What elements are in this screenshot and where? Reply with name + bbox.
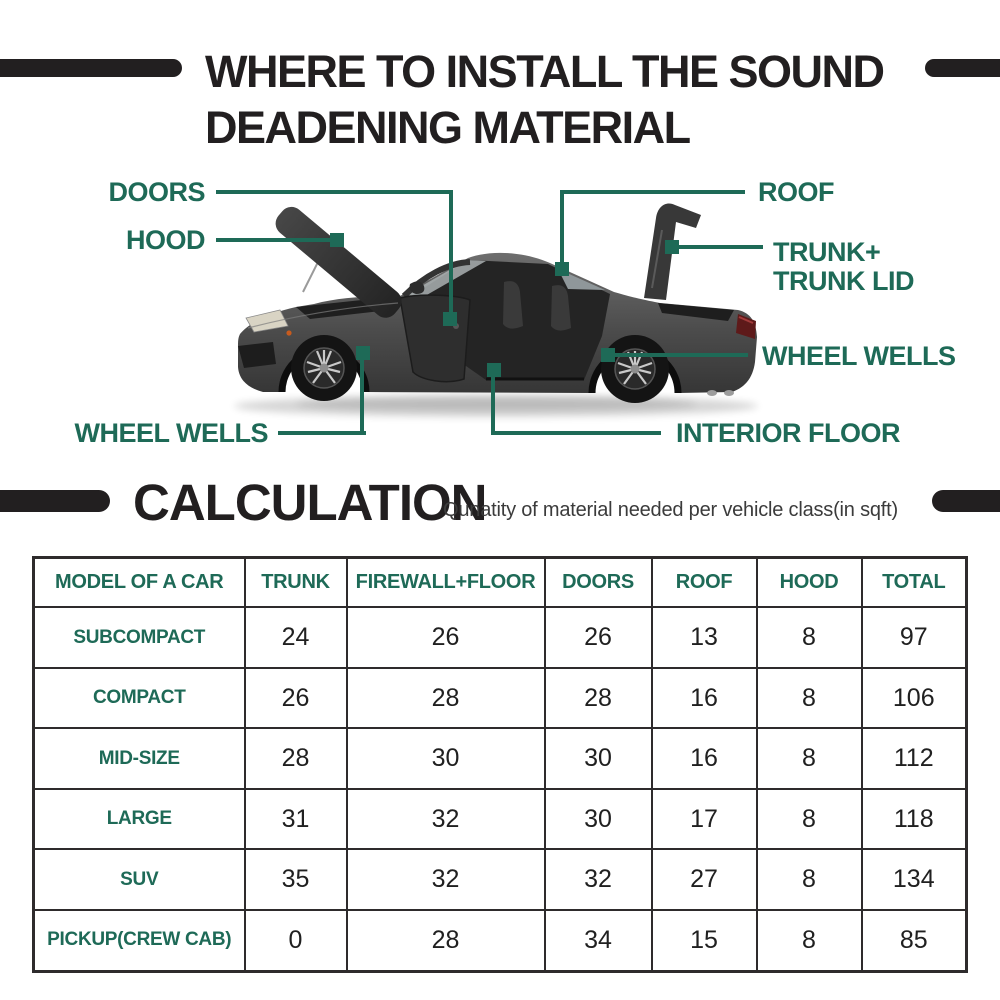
- doors-marker: [443, 312, 457, 326]
- cell-total: 85: [860, 908, 968, 973]
- cell-model: SUBCOMPACT: [32, 606, 246, 669]
- trunk-connector-line: [677, 245, 763, 249]
- roof-connector-line: [560, 190, 745, 194]
- cell-trunk: 28: [243, 727, 348, 790]
- cell-roof: 13: [650, 606, 758, 669]
- calc-bar-left: [0, 490, 110, 512]
- cell-hood: 8: [755, 848, 863, 911]
- cell-total: 106: [860, 666, 968, 730]
- column-header-roof: ROOF: [650, 556, 758, 609]
- cell-firewall-floor: 28: [345, 908, 546, 973]
- label-roof: ROOF: [758, 177, 835, 207]
- doors-connector-line: [449, 190, 453, 318]
- column-header-doors: DOORS: [543, 556, 653, 609]
- cell-roof: 17: [650, 787, 758, 851]
- cell-trunk: 31: [243, 787, 348, 851]
- doors-connector-line: [216, 190, 453, 194]
- cell-firewall-floor: 30: [345, 727, 546, 790]
- label-hood: HOOD: [126, 225, 206, 255]
- column-header-hood: HOOD: [755, 556, 863, 609]
- wheel-wells-right-marker: [601, 348, 615, 362]
- cell-roof: 16: [650, 666, 758, 730]
- table-row: SUV 35 32 32 27 8 134: [32, 848, 968, 911]
- cell-doors: 30: [543, 727, 653, 790]
- label-wheel-wells-right: WHEEL WELLS: [762, 341, 956, 371]
- cell-doors: 28: [543, 666, 653, 730]
- cell-trunk: 0: [243, 908, 348, 973]
- cell-hood: 8: [755, 908, 863, 973]
- cell-firewall-floor: 32: [345, 787, 546, 851]
- cell-roof: 16: [650, 727, 758, 790]
- cell-model: LARGE: [32, 787, 246, 851]
- wheel-wells-left-connector-line: [360, 353, 364, 435]
- trunk-marker: [665, 240, 679, 254]
- cell-total: 112: [860, 727, 968, 790]
- column-header-model: MODEL OF A CAR: [32, 556, 246, 609]
- car-illustration: [218, 196, 778, 431]
- column-header-total: TOTAL: [860, 556, 968, 609]
- table-row: LARGE 31 32 30 17 8 118: [32, 787, 968, 851]
- wheel-wells-left-connector-line: [278, 431, 366, 435]
- cell-model: MID-SIZE: [32, 727, 246, 790]
- cell-hood: 8: [755, 727, 863, 790]
- material-quantity-table: MODEL OF A CAR TRUNK FIREWALL+FLOOR DOOR…: [32, 556, 968, 973]
- hood-connector-line: [216, 238, 336, 242]
- cell-total: 118: [860, 787, 968, 851]
- cell-firewall-floor: 28: [345, 666, 546, 730]
- cell-trunk: 24: [243, 606, 348, 669]
- cell-doors: 34: [543, 908, 653, 973]
- cell-roof: 27: [650, 848, 758, 911]
- cell-trunk: 35: [243, 848, 348, 911]
- interior-floor-marker: [487, 363, 501, 377]
- cell-firewall-floor: 32: [345, 848, 546, 911]
- label-wheel-wells-left: WHEEL WELLS: [74, 418, 269, 448]
- table-row: COMPACT 26 28 28 16 8 106: [32, 666, 968, 730]
- rear-wheel: [601, 335, 669, 403]
- cell-doors: 32: [543, 848, 653, 911]
- calculation-heading: CALCULATION: [133, 474, 487, 531]
- roof-connector-line: [560, 190, 564, 269]
- cell-hood: 8: [755, 606, 863, 669]
- table-header-row: MODEL OF A CAR TRUNK FIREWALL+FLOOR DOOR…: [32, 556, 968, 609]
- hood-marker: [330, 233, 344, 247]
- cell-model: COMPACT: [32, 666, 246, 730]
- page-title: WHERE TO INSTALL THE SOUND DEADENING MAT…: [205, 44, 885, 156]
- label-interior-floor: INTERIOR FLOOR: [676, 418, 901, 448]
- label-trunk-line1: TRUNK+: [773, 237, 881, 267]
- cell-doors: 26: [543, 606, 653, 669]
- cell-total: 134: [860, 848, 968, 911]
- table-row: SUBCOMPACT 24 26 26 13 8 97: [32, 606, 968, 669]
- wheel-wells-right-connector-line: [613, 353, 748, 357]
- front-wheel: [291, 335, 357, 401]
- car-svg: [234, 203, 758, 417]
- page-title-line2: DEADENING MATERIAL: [205, 102, 691, 153]
- interior-floor-connector-line: [494, 431, 661, 435]
- label-doors: DOORS: [108, 177, 205, 207]
- column-header-trunk: TRUNK: [243, 556, 348, 609]
- column-header-firewall-floor: FIREWALL+FLOOR: [345, 556, 546, 609]
- interior-floor-connector-line: [491, 372, 495, 435]
- label-trunk-line2: TRUNK LID: [773, 266, 914, 296]
- table-row: MID-SIZE 28 30 30 16 8 112: [32, 727, 968, 790]
- cell-model: PICKUP(CREW CAB): [32, 908, 246, 973]
- header-bar-right: [925, 59, 1000, 77]
- page-title-line1: WHERE TO INSTALL THE SOUND: [205, 46, 885, 97]
- cell-trunk: 26: [243, 666, 348, 730]
- cell-hood: 8: [755, 666, 863, 730]
- cell-total: 97: [860, 606, 968, 669]
- cell-hood: 8: [755, 787, 863, 851]
- table-row: PICKUP(CREW CAB) 0 28 34 15 8 85: [32, 908, 968, 973]
- calc-bar-right: [932, 490, 1000, 512]
- cell-model: SUV: [32, 848, 246, 911]
- cell-firewall-floor: 26: [345, 606, 546, 669]
- cell-roof: 15: [650, 908, 758, 973]
- calculation-subtitle: Qunatity of material needed per vehicle …: [443, 499, 898, 521]
- wheel-wells-left-marker: [356, 346, 370, 360]
- cell-doors: 30: [543, 787, 653, 851]
- header-bar-left: [0, 59, 182, 77]
- roof-marker: [555, 262, 569, 276]
- label-trunk: TRUNK+ TRUNK LID: [773, 238, 914, 296]
